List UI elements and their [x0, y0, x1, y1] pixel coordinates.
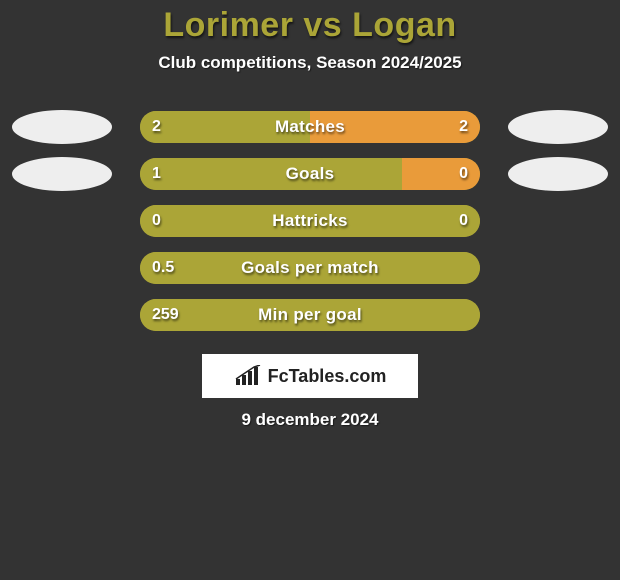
player-left-badge: [12, 157, 112, 191]
stat-label: Hattricks: [140, 205, 480, 237]
comparison-chart: 2 Matches 2 1 Goals 0 0 Hattricks 0 0.5 …: [0, 111, 620, 331]
player-right-badge: [508, 157, 608, 191]
player-right-badge: [508, 110, 608, 144]
page-title: Lorimer vs Logan: [0, 0, 620, 45]
stat-value-right: 0: [459, 205, 468, 237]
stat-label: Goals per match: [140, 252, 480, 284]
stat-value-right: 2: [459, 111, 468, 143]
brand-badge: FcTables.com: [202, 354, 418, 398]
stat-label: Matches: [140, 111, 480, 143]
stat-label: Goals: [140, 158, 480, 190]
stat-row: 0 Hattricks 0: [0, 205, 620, 237]
stat-row: 0.5 Goals per match: [0, 252, 620, 284]
stat-value-right: 0: [459, 158, 468, 190]
bars-icon: [234, 365, 262, 387]
stat-row: 1 Goals 0: [0, 158, 620, 190]
stat-row: 2 Matches 2: [0, 111, 620, 143]
stat-label: Min per goal: [140, 299, 480, 331]
player-left-badge: [12, 110, 112, 144]
brand-text: FcTables.com: [268, 366, 387, 387]
page-subtitle: Club competitions, Season 2024/2025: [0, 53, 620, 73]
footer-date: 9 december 2024: [0, 410, 620, 430]
stat-row: 259 Min per goal: [0, 299, 620, 331]
